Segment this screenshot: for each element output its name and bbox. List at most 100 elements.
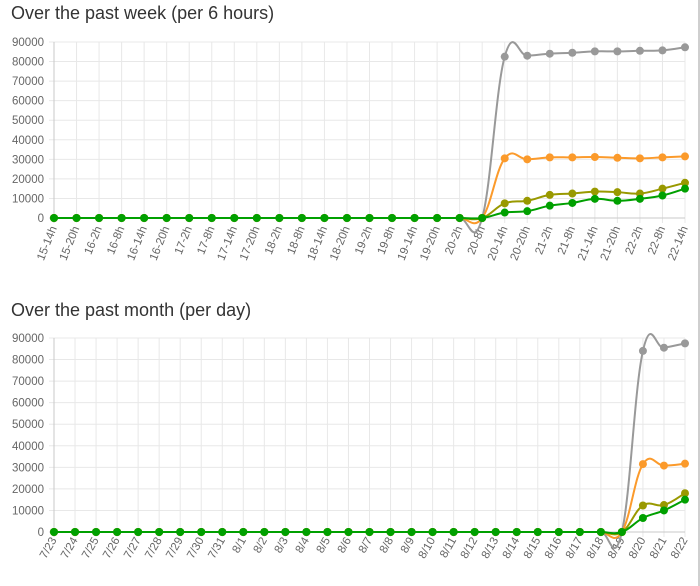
data-point[interactable] (365, 528, 374, 536)
data-point[interactable] (617, 528, 626, 536)
data-point[interactable] (407, 528, 416, 536)
data-point[interactable] (71, 528, 80, 536)
data-point[interactable] (568, 153, 577, 162)
data-point[interactable] (185, 214, 194, 222)
data-point[interactable] (478, 214, 487, 222)
data-point[interactable] (207, 214, 216, 222)
data-point[interactable] (155, 528, 164, 536)
data-point[interactable] (523, 155, 532, 164)
data-point[interactable] (491, 528, 500, 536)
data-point[interactable] (635, 154, 644, 163)
data-point[interactable] (638, 501, 647, 510)
data-point[interactable] (681, 152, 689, 161)
data-point[interactable] (239, 528, 248, 536)
data-point[interactable] (113, 528, 122, 536)
data-point[interactable] (545, 153, 554, 162)
data-point[interactable] (297, 214, 306, 222)
data-point[interactable] (50, 214, 58, 222)
data-point[interactable] (681, 339, 689, 348)
data-point[interactable] (500, 52, 509, 61)
data-point[interactable] (50, 528, 58, 536)
data-point[interactable] (658, 184, 667, 193)
data-point[interactable] (681, 459, 689, 468)
data-point[interactable] (596, 528, 605, 536)
data-point[interactable] (365, 214, 374, 222)
data-point[interactable] (162, 214, 171, 222)
data-point[interactable] (681, 184, 689, 193)
data-point[interactable] (470, 528, 479, 536)
data-point[interactable] (140, 214, 149, 222)
data-point[interactable] (590, 47, 599, 56)
data-point[interactable] (302, 528, 311, 536)
data-point[interactable] (388, 214, 397, 222)
data-point[interactable] (568, 189, 577, 198)
data-point[interactable] (575, 528, 584, 536)
data-point[interactable] (635, 46, 644, 55)
data-point[interactable] (428, 528, 437, 536)
data-point[interactable] (275, 214, 284, 222)
data-point[interactable] (681, 178, 689, 187)
data-point[interactable] (134, 528, 143, 536)
data-point[interactable] (449, 528, 458, 536)
data-point[interactable] (433, 214, 442, 222)
data-point[interactable] (638, 460, 647, 469)
data-point[interactable] (613, 153, 622, 162)
data-point[interactable] (344, 528, 353, 536)
data-point[interactable] (523, 51, 532, 60)
data-point[interactable] (545, 201, 554, 210)
data-point[interactable] (545, 49, 554, 58)
data-point[interactable] (681, 495, 689, 504)
data-point[interactable] (638, 346, 647, 355)
data-point[interactable] (635, 194, 644, 203)
data-point[interactable] (545, 190, 554, 199)
data-point[interactable] (410, 214, 419, 222)
data-point[interactable] (533, 528, 542, 536)
data-point[interactable] (681, 43, 689, 52)
data-point[interactable] (95, 214, 104, 222)
data-point[interactable] (320, 214, 329, 222)
data-point[interactable] (613, 188, 622, 197)
data-point[interactable] (500, 154, 509, 163)
data-point[interactable] (281, 528, 290, 536)
y-tick-label: 90000 (12, 37, 44, 49)
x-tick-label: 7/24 (59, 535, 81, 561)
x-tick-label: 8/16 (543, 536, 565, 561)
data-point[interactable] (197, 528, 206, 536)
data-point[interactable] (455, 214, 464, 222)
data-point[interactable] (386, 528, 395, 536)
data-point[interactable] (658, 191, 667, 200)
data-point[interactable] (659, 506, 668, 515)
data-point[interactable] (568, 198, 577, 207)
data-point[interactable] (590, 152, 599, 161)
data-point[interactable] (613, 47, 622, 56)
data-point[interactable] (260, 528, 269, 536)
data-point[interactable] (512, 528, 521, 536)
data-point[interactable] (523, 207, 532, 216)
data-point[interactable] (523, 196, 532, 205)
data-point[interactable] (500, 208, 509, 217)
x-tick-label: 20-14h (486, 225, 511, 263)
data-point[interactable] (230, 214, 239, 222)
data-point[interactable] (590, 187, 599, 196)
y-tick-label: 70000 (12, 376, 44, 388)
data-point[interactable] (72, 214, 81, 222)
x-tick-label: 19-2h (353, 225, 375, 257)
data-point[interactable] (613, 196, 622, 205)
data-point[interactable] (658, 46, 667, 55)
data-point[interactable] (658, 153, 667, 162)
data-point[interactable] (568, 48, 577, 57)
data-point[interactable] (176, 528, 185, 536)
data-point[interactable] (638, 513, 647, 522)
data-point[interactable] (554, 528, 563, 536)
data-point[interactable] (681, 489, 689, 498)
data-point[interactable] (117, 214, 126, 222)
data-point[interactable] (590, 194, 599, 203)
data-point[interactable] (342, 214, 351, 222)
data-point[interactable] (659, 343, 668, 352)
data-point[interactable] (659, 461, 668, 470)
data-point[interactable] (252, 214, 261, 222)
data-point[interactable] (323, 528, 332, 536)
data-point[interactable] (92, 528, 101, 536)
data-point[interactable] (500, 199, 509, 208)
data-point[interactable] (218, 528, 227, 536)
